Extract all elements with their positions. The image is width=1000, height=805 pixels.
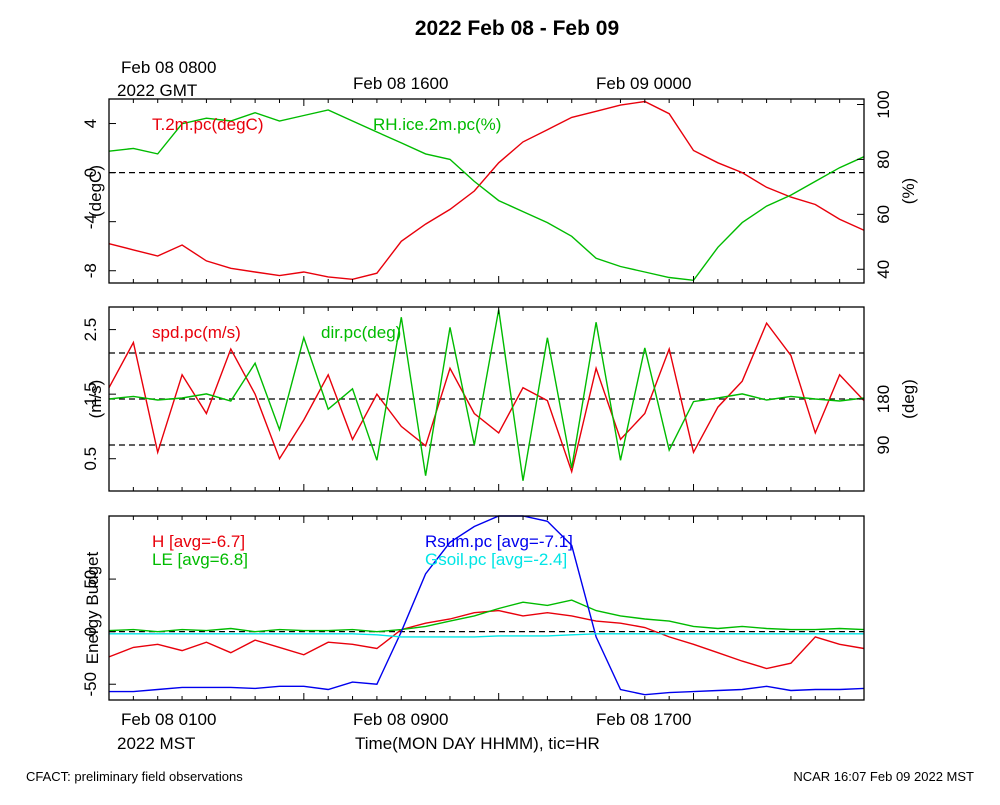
y-axis-title-right: (deg) xyxy=(899,379,918,419)
y-tick-label-left: -4 xyxy=(81,214,100,229)
series-line-t-2m-pc-degc- xyxy=(108,100,865,281)
series-line-spd-pc-m-s- xyxy=(108,321,865,475)
series-line-dir-pc-deg- xyxy=(108,309,865,481)
chart-title: 2022 Feb 08 - Feb 09 xyxy=(415,17,619,40)
gmt-start-year-label: 2022 GMT xyxy=(117,81,197,100)
mst-mid-label: Feb 08 0900 xyxy=(353,710,448,729)
y-tick-label-left: -8 xyxy=(81,263,100,278)
gmt-start-label: Feb 08 0800 xyxy=(121,58,216,77)
wind-panel: 0.5 1.5 2.5 90 180 (m/s) (deg) xyxy=(81,306,918,492)
legend-speed: spd.pc(m/s) xyxy=(152,323,241,342)
legend-direction: dir.pc(deg) xyxy=(321,323,401,342)
y-axis-title-left: Energy Budget xyxy=(83,551,102,664)
x-axis-title: Time(MON DAY HHMM), tic=HR xyxy=(355,734,600,753)
legend-temperature: T.2m.pc(degC) xyxy=(152,115,263,134)
series-line-rsum-pc-avg-7-1- xyxy=(109,515,865,696)
plot-frame xyxy=(108,515,865,701)
mst-start-year-label: 2022 MST xyxy=(117,734,195,753)
plot-frame xyxy=(108,98,865,284)
mst-start-label: Feb 08 0100 xyxy=(121,710,216,729)
series-line-le-avg-6-8- xyxy=(108,599,865,633)
mst-end-label: Feb 08 1700 xyxy=(596,710,691,729)
gmt-end-label: Feb 09 0000 xyxy=(596,74,691,93)
legend-gsoil: Gsoil.pc [avg=-2.4] xyxy=(425,550,567,569)
legend-le: LE [avg=6.8] xyxy=(152,550,248,569)
series-line-rh-ice-2m-pc- xyxy=(108,109,865,282)
y-tick-label-right: 90 xyxy=(874,436,893,455)
y-tick-label-left: 0 xyxy=(81,168,100,177)
footer-right: NCAR 16:07 Feb 09 2022 MST xyxy=(793,769,974,784)
y-axis-title-left: (degC) xyxy=(86,165,105,217)
legend-h: H [avg=-6.7] xyxy=(152,532,245,551)
temperature-rh-panel: -8 -4 0 4 40 60 80 100 (degC) (%) xyxy=(81,90,918,284)
y-tick-label-right: 100 xyxy=(874,90,893,118)
y-tick-label-left: 1.5 xyxy=(81,382,100,406)
y-tick-label-left: 4 xyxy=(81,119,100,128)
legend-rh: RH.ice.2m.pc(%) xyxy=(373,115,501,134)
y-axis-title-right: (%) xyxy=(899,178,918,204)
y-tick-label-left: 2.5 xyxy=(81,318,100,342)
y-tick-label-right: 60 xyxy=(874,205,893,224)
footer-left: CFACT: preliminary field observations xyxy=(26,769,243,784)
y-tick-label-left: 50 xyxy=(81,570,100,589)
y-tick-label-right: 80 xyxy=(874,150,893,169)
legend-rsum: Rsum.pc [avg=-7.1] xyxy=(425,532,573,551)
series-line-gsoil-pc-avg-2-4- xyxy=(109,633,864,638)
y-tick-label-left: -50 xyxy=(81,672,100,697)
gmt-mid-label: Feb 08 1600 xyxy=(353,74,448,93)
y-axis-title-left: (m/s) xyxy=(86,380,105,419)
y-tick-label-left: 0.5 xyxy=(81,447,100,471)
y-tick-label-right: 40 xyxy=(874,260,893,279)
y-tick-label-right: 180 xyxy=(874,385,893,413)
y-tick-label-left: 0 xyxy=(81,627,100,636)
